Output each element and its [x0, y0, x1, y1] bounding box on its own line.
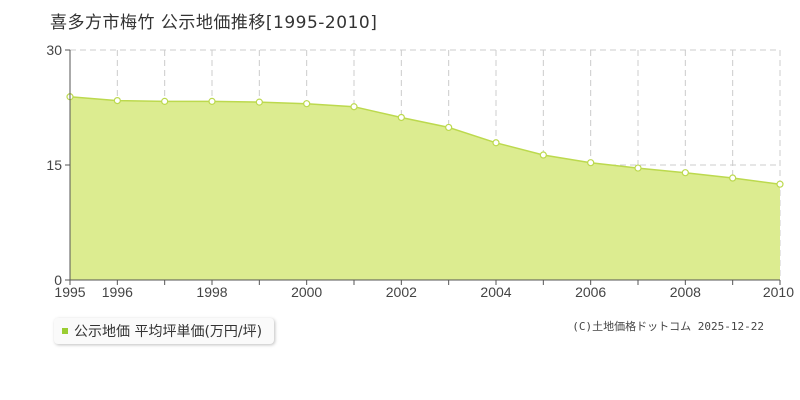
- data-point: [113, 96, 121, 105]
- x-tick-label: 1998: [196, 284, 227, 300]
- legend-swatch: [62, 328, 68, 334]
- data-point: [161, 97, 169, 105]
- x-tick-label: 1996: [102, 284, 133, 300]
- y-tick-label: 30: [46, 42, 62, 58]
- x-tick-label: 2010: [763, 284, 794, 300]
- data-point: [539, 151, 547, 159]
- data-point: [729, 174, 737, 182]
- legend-label: 公示地価 平均坪単価(万円/坪): [74, 324, 263, 340]
- y-tick-labels: 0 15 30: [46, 42, 62, 288]
- y-tick-label: 15: [46, 157, 62, 173]
- data-point: [634, 164, 642, 172]
- x-tick-labels: 1995 1996 1998 2000 2002 2004 2006 2008 2010: [54, 284, 794, 300]
- data-point: [492, 139, 500, 147]
- data-point: [587, 159, 595, 167]
- x-tick-label: 2006: [575, 284, 606, 300]
- data-point: [208, 97, 216, 105]
- x-tick-label: 1995: [54, 284, 85, 300]
- data-point: [350, 103, 358, 111]
- axes: [65, 49, 781, 285]
- legend: 公示地価 平均坪単価(万円/坪): [54, 318, 275, 344]
- data-point: [445, 123, 453, 132]
- data-point: [681, 169, 689, 177]
- x-tick-label: 2000: [291, 284, 322, 300]
- x-tick-label: 2008: [670, 284, 701, 300]
- x-tick-label: 2004: [480, 284, 511, 300]
- area-fill: [70, 96, 780, 280]
- data-point: [776, 180, 784, 188]
- series-line: [69, 96, 781, 185]
- copyright-text: (C)土地価格ドットコム 2025-12-22: [572, 320, 764, 333]
- data-point: [303, 100, 311, 108]
- y-tick-label: 0: [54, 272, 62, 288]
- data-point: [397, 113, 405, 122]
- data-points: [66, 93, 784, 188]
- x-tick-label: 2002: [386, 284, 417, 300]
- data-point: [255, 98, 263, 106]
- chart-title: 喜多方市梅竹 公示地価推移[1995-2010]: [50, 13, 378, 33]
